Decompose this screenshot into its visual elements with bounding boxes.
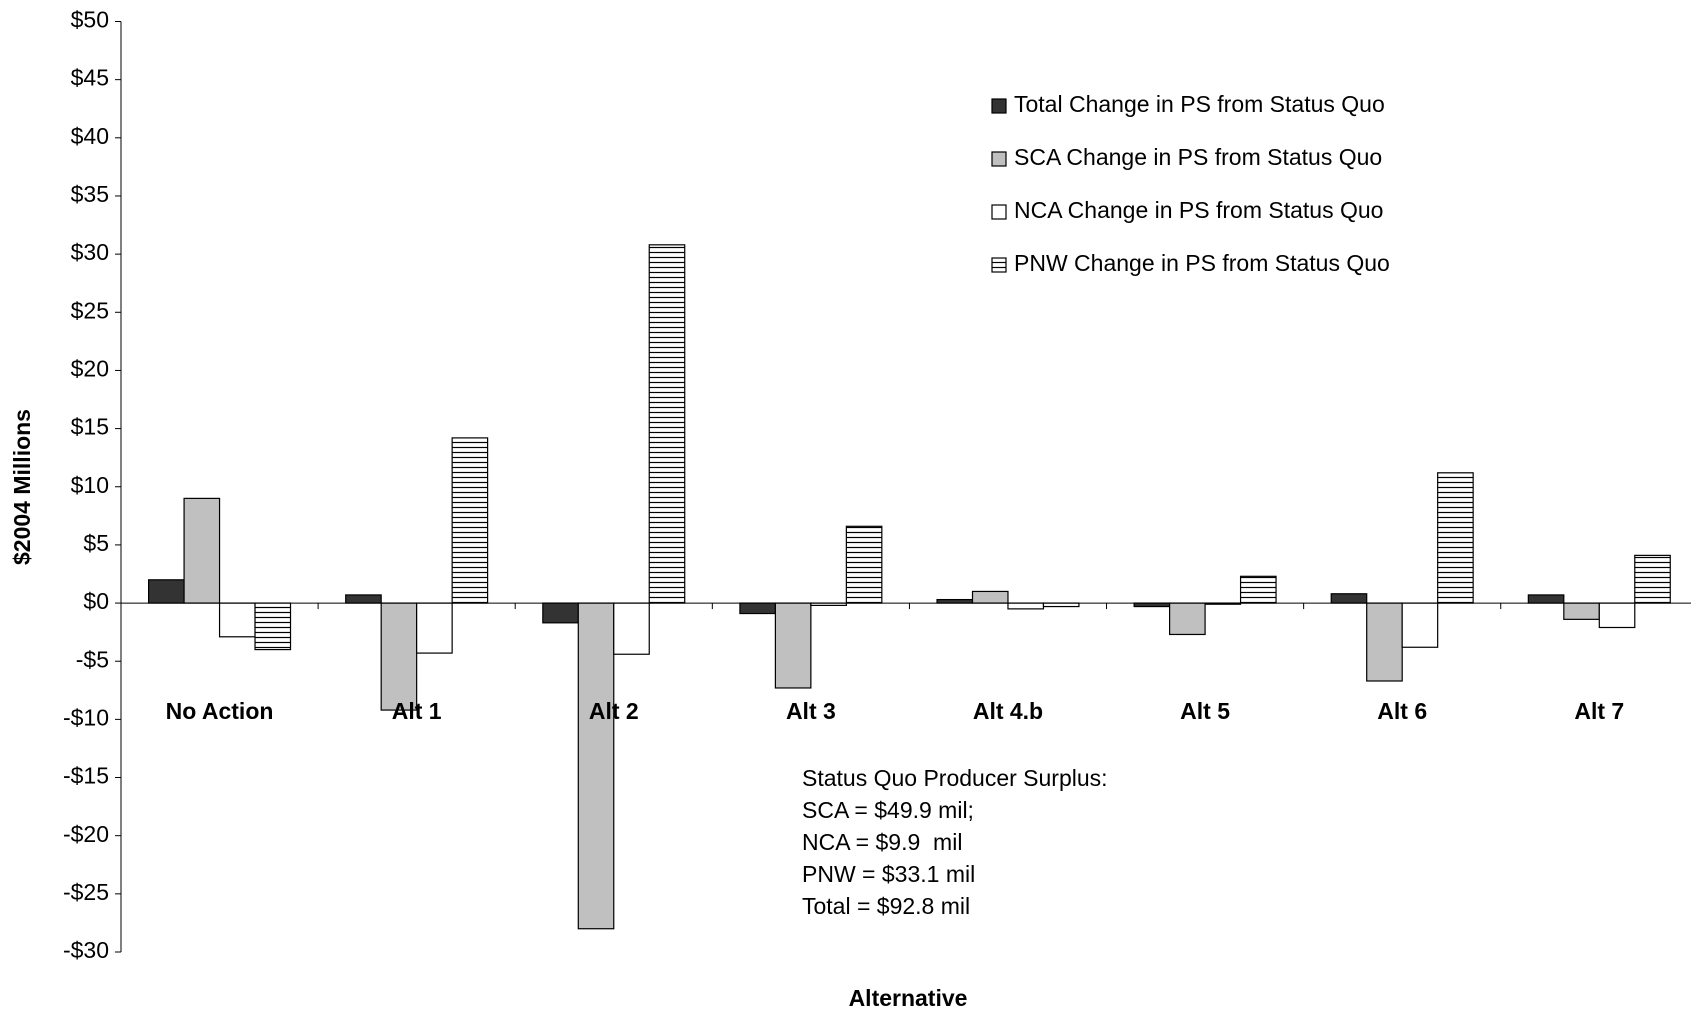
bar xyxy=(345,594,382,604)
y-tick-label: -$15 xyxy=(63,763,109,789)
bar xyxy=(739,602,776,615)
bar xyxy=(971,590,1009,604)
bar xyxy=(1133,602,1171,608)
annotation: Status Quo Producer Surplus: xyxy=(802,765,1108,791)
y-tick-label: $40 xyxy=(71,123,109,149)
x-tick-label: Alt 1 xyxy=(392,698,442,724)
bar xyxy=(1527,594,1565,604)
bar xyxy=(147,579,185,604)
y-axis-title: $2004 Millions xyxy=(9,409,35,565)
x-tick-label: No Action xyxy=(166,698,274,724)
bar xyxy=(1330,593,1368,604)
bar xyxy=(613,602,650,655)
x-tick-label: Alt 5 xyxy=(1180,698,1230,724)
x-tick-label: Alt 6 xyxy=(1377,698,1427,724)
bar xyxy=(1042,602,1080,608)
x-tick-label: Alt 2 xyxy=(589,698,639,724)
y-tick-label: $45 xyxy=(71,65,109,91)
annotation: NCA = $9.9 mil xyxy=(802,829,962,855)
x-tick-label: Alt 7 xyxy=(1574,698,1624,724)
bar xyxy=(845,525,883,604)
bar xyxy=(1563,602,1600,620)
bar xyxy=(1598,602,1636,629)
x-tick-label: Alt 4.b xyxy=(973,698,1043,724)
bar xyxy=(542,602,579,624)
y-tick-label: $50 xyxy=(71,7,109,33)
y-tick-label: $10 xyxy=(71,472,109,498)
x-tick-label: Alt 3 xyxy=(786,698,836,724)
bar xyxy=(577,602,615,930)
bar xyxy=(451,437,489,604)
legend-swatch xyxy=(991,204,1007,220)
annotation: PNW = $33.1 mil xyxy=(802,861,975,887)
bar xyxy=(1239,575,1277,604)
bar xyxy=(1437,472,1474,604)
bar xyxy=(1401,602,1439,648)
y-tick-label: $0 xyxy=(83,588,109,614)
legend-label: Total Change in PS from Status Quo xyxy=(1014,91,1385,117)
bar xyxy=(1366,602,1403,682)
bar xyxy=(416,602,453,654)
annotation: Total = $92.8 mil xyxy=(802,893,970,919)
bar xyxy=(774,602,812,689)
bar xyxy=(183,497,221,604)
legend-swatch xyxy=(991,257,1007,273)
y-tick-label: -$30 xyxy=(63,937,109,963)
bar xyxy=(380,602,418,711)
y-tick-label: $5 xyxy=(83,530,109,556)
y-tick-label: -$10 xyxy=(63,704,109,730)
annotation: SCA = $49.9 mil; xyxy=(802,797,974,823)
y-tick-label: $20 xyxy=(71,356,109,382)
y-tick-label: $30 xyxy=(71,239,109,265)
y-tick-label: $25 xyxy=(71,297,109,323)
legend-label: SCA Change in PS from Status Quo xyxy=(1014,144,1382,170)
y-tick-label: $15 xyxy=(71,414,109,440)
x-axis-title: Alternative xyxy=(849,985,968,1011)
y-tick-label: $35 xyxy=(71,181,109,207)
bar xyxy=(1169,602,1206,636)
bar xyxy=(254,602,292,651)
y-tick-label: -$25 xyxy=(63,879,109,905)
bar xyxy=(218,602,256,638)
legend-swatch xyxy=(991,151,1007,167)
y-tick-label: -$5 xyxy=(76,646,109,672)
bar xyxy=(1007,602,1045,610)
bar xyxy=(648,244,686,604)
bar xyxy=(1634,554,1671,604)
bar xyxy=(936,598,974,604)
legend-label: PNW Change in PS from Status Quo xyxy=(1014,250,1390,276)
legend-swatch xyxy=(991,98,1007,114)
legend-label: NCA Change in PS from Status Quo xyxy=(1014,197,1383,223)
y-tick-label: -$20 xyxy=(63,821,109,847)
